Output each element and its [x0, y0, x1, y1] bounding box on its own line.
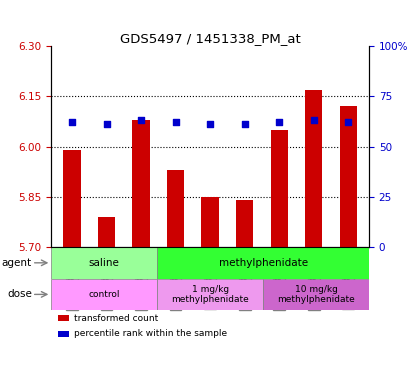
Bar	[98, 217, 115, 247]
Title: GDS5497 / 1451338_PM_at: GDS5497 / 1451338_PM_at	[119, 32, 300, 45]
Bar	[51, 247, 157, 279]
Point	[137, 118, 144, 124]
Point	[310, 118, 316, 124]
Point	[241, 121, 247, 127]
Bar	[339, 106, 356, 247]
Point	[344, 119, 351, 126]
Point	[172, 119, 178, 126]
Point	[207, 121, 213, 127]
Bar	[157, 247, 368, 279]
Bar	[201, 197, 218, 247]
Point	[103, 121, 110, 127]
Text: percentile rank within the sample: percentile rank within the sample	[74, 329, 227, 338]
Bar	[58, 315, 69, 321]
Bar	[236, 200, 253, 247]
Bar	[263, 279, 368, 310]
Text: transformed count: transformed count	[74, 314, 158, 323]
Text: methylphenidate: methylphenidate	[218, 258, 307, 268]
Bar	[270, 130, 287, 247]
Bar	[304, 89, 321, 247]
Text: 10 mg/kg
methylphenidate: 10 mg/kg methylphenidate	[276, 285, 354, 304]
Bar	[58, 331, 69, 337]
Text: control: control	[88, 290, 120, 299]
Bar	[166, 170, 184, 247]
Bar	[63, 150, 81, 247]
Point	[275, 119, 282, 126]
Text: saline: saline	[89, 258, 119, 268]
Bar	[157, 279, 263, 310]
Text: 1 mg/kg
methylphenidate: 1 mg/kg methylphenidate	[171, 285, 248, 304]
Bar	[51, 279, 157, 310]
Text: agent: agent	[2, 258, 32, 268]
Bar	[132, 120, 149, 247]
Text: dose: dose	[7, 290, 32, 300]
Point	[69, 119, 75, 126]
